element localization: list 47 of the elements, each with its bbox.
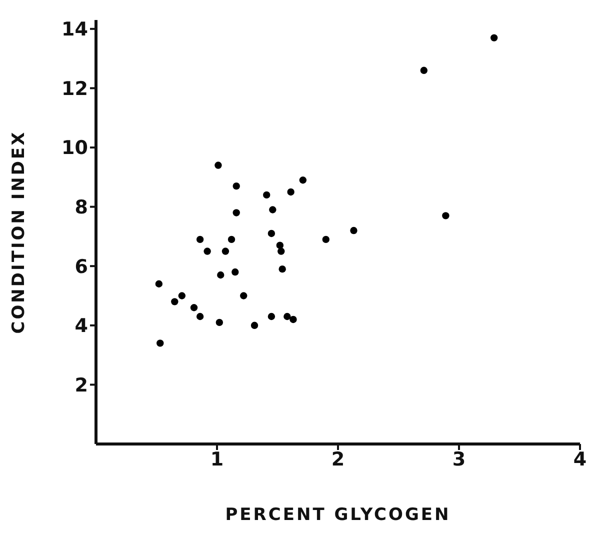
point — [214, 162, 222, 169]
x-tick-label: 1 — [210, 448, 224, 470]
point — [216, 318, 224, 326]
point — [284, 312, 291, 320]
point — [490, 34, 498, 42]
point — [269, 206, 276, 214]
point — [155, 280, 163, 288]
y-tick-label: 2 — [74, 374, 88, 396]
point — [232, 209, 240, 216]
point — [232, 182, 240, 190]
x-axis-title: PERCENT GLYCOGEN — [225, 505, 451, 525]
point — [240, 292, 248, 300]
y-tick-label: 10 — [62, 137, 88, 160]
point — [287, 188, 294, 196]
point — [196, 236, 204, 244]
point — [217, 271, 224, 279]
point — [156, 340, 164, 347]
point — [322, 236, 330, 244]
point — [250, 322, 258, 329]
y-tick-label: 8 — [74, 196, 88, 219]
point — [268, 230, 276, 238]
point — [299, 176, 307, 184]
point — [196, 312, 204, 320]
y-tick-label: 12 — [62, 78, 88, 100]
point — [278, 248, 285, 255]
x-tick-label: 4 — [573, 448, 587, 470]
point — [204, 248, 211, 255]
point — [171, 298, 178, 306]
point — [278, 265, 286, 273]
point — [268, 312, 276, 320]
y-axis-title: CONDITION INDEX — [9, 130, 30, 334]
point — [290, 316, 297, 324]
x-tick-label: 2 — [331, 448, 345, 470]
y-tick-label: 6 — [74, 256, 88, 278]
point — [190, 304, 198, 312]
point — [178, 292, 186, 300]
point — [222, 248, 230, 255]
point — [420, 66, 428, 74]
point — [228, 236, 236, 244]
point — [350, 226, 358, 234]
x-tick-label: 3 — [452, 448, 466, 470]
point — [442, 212, 450, 220]
point — [232, 268, 239, 276]
point — [276, 242, 284, 249]
y-tick-label: 4 — [74, 315, 88, 338]
point — [263, 191, 270, 199]
y-tick-label: 14 — [62, 18, 88, 41]
